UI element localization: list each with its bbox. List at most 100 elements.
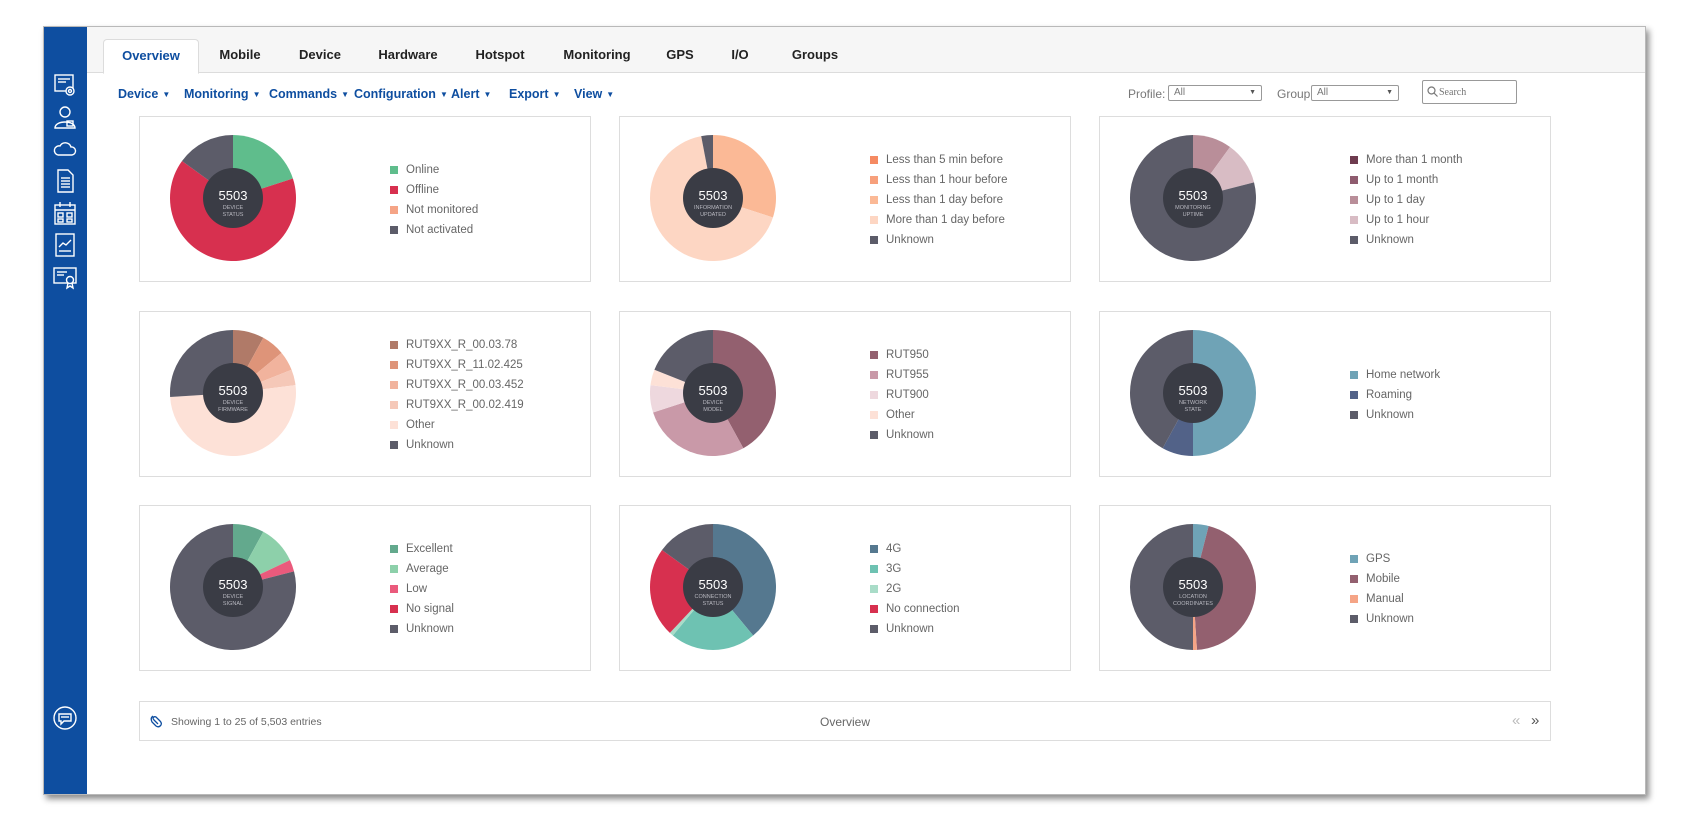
legend-item-unknown[interactable]: Unknown (390, 435, 524, 455)
menu-view[interactable]: View ▼ (574, 87, 614, 101)
legend-swatch (870, 196, 878, 204)
menu-monitoring[interactable]: Monitoring ▼ (184, 87, 261, 101)
caret-down-icon: ▼ (606, 90, 615, 99)
legend-item-3g[interactable]: 3G (870, 559, 960, 579)
legend-item-other[interactable]: Other (390, 415, 524, 435)
legend-item-excellent[interactable]: Excellent (390, 539, 454, 559)
legend-item-average[interactable]: Average (390, 559, 454, 579)
pie-title: STATE (1185, 407, 1202, 413)
chart-legend: Home network Roaming Unknown (1350, 365, 1440, 425)
menu-alert[interactable]: Alert ▼ (451, 87, 491, 101)
menu-commands[interactable]: Commands ▼ (269, 87, 349, 101)
pie-slice-mobile[interactable] (1193, 525, 1256, 650)
dashboard-settings-icon[interactable] (50, 70, 80, 100)
report-chart-icon[interactable] (50, 230, 80, 260)
legend-item-4g[interactable]: 4G (870, 539, 960, 559)
search-input[interactable] (1439, 84, 1513, 100)
menu-device[interactable]: Device ▼ (118, 87, 170, 101)
search-box[interactable] (1422, 80, 1517, 104)
legend-item-rut9xx-r-00-03-452[interactable]: RUT9XX_R_00.03.452 (390, 375, 524, 395)
legend-item-unknown[interactable]: Unknown (390, 619, 454, 639)
pie-center (203, 363, 263, 423)
legend-item-unknown[interactable]: Unknown (870, 230, 1007, 250)
legend-item-rut955[interactable]: RUT955 (870, 365, 934, 385)
legend-item-unknown[interactable]: Unknown (1350, 609, 1414, 629)
legend-label: GPS (1366, 553, 1391, 565)
pie-title: FIRMWARE (218, 407, 248, 413)
tab-device[interactable]: Device (299, 47, 341, 62)
dropdown-arrow-icon: ▼ (1386, 89, 1393, 96)
legend-item-less-than-1-hour-before[interactable]: Less than 1 hour before (870, 170, 1007, 190)
legend-label: RUT900 (886, 389, 929, 401)
pie-slice-no-connection[interactable] (650, 549, 713, 633)
menu-configuration[interactable]: Configuration ▼ (354, 87, 448, 101)
legend-item-less-than-5-min-before[interactable]: Less than 5 min before (870, 150, 1007, 170)
legend-item-less-than-1-day-before[interactable]: Less than 1 day before (870, 190, 1007, 210)
legend-swatch (390, 625, 398, 633)
legend-item-rut9xx-r-11-02-425[interactable]: RUT9XX_R_11.02.425 (390, 355, 524, 375)
certificate-icon[interactable] (50, 262, 80, 292)
legend-item-gps[interactable]: GPS (1350, 549, 1414, 569)
chat-icon[interactable] (50, 703, 80, 733)
legend-item-more-than-1-month[interactable]: More than 1 month (1350, 150, 1463, 170)
tab-gps[interactable]: GPS (666, 47, 694, 62)
legend-item-roaming[interactable]: Roaming (1350, 385, 1440, 405)
user-icon[interactable] (50, 102, 80, 132)
legend-item-no-connection[interactable]: No connection (870, 599, 960, 619)
tab-overview[interactable]: Overview (103, 39, 199, 74)
legend-item-more-than-1-day-before[interactable]: More than 1 day before (870, 210, 1007, 230)
legend-item-unknown[interactable]: Unknown (1350, 405, 1440, 425)
pie-slice-4g[interactable] (713, 524, 776, 636)
cloud-icon[interactable] (50, 134, 80, 164)
pie-slice-3g[interactable] (672, 587, 754, 650)
pie-slice-rut950[interactable] (713, 330, 776, 449)
calendar-icon[interactable] (50, 198, 80, 228)
group-select[interactable]: All ▼ (1311, 85, 1399, 101)
legend-item-up-to-1-day[interactable]: Up to 1 day (1350, 190, 1463, 210)
legend-item-no-signal[interactable]: No signal (390, 599, 454, 619)
legend-item-up-to-1-month[interactable]: Up to 1 month (1350, 170, 1463, 190)
paperclip-icon[interactable] (148, 713, 164, 729)
legend-item-online[interactable]: Online (390, 160, 478, 180)
pie-title: COORDINATES (1173, 601, 1213, 607)
pie-slice-home-network[interactable] (1193, 330, 1256, 456)
legend-item-unknown[interactable]: Unknown (870, 619, 960, 639)
legend-item-low[interactable]: Low (390, 579, 454, 599)
tab-mobile[interactable]: Mobile (219, 47, 261, 62)
chart-legend: RUT9XX_R_00.03.78 RUT9XX_R_11.02.425 RUT9X… (390, 335, 524, 455)
document-icon[interactable] (50, 166, 80, 196)
tab-groups[interactable]: Groups (791, 47, 839, 62)
profile-select[interactable]: All ▼ (1168, 85, 1262, 101)
legend-label: Unknown (1366, 613, 1414, 625)
next-page-button[interactable]: » (1531, 712, 1540, 729)
legend-item-not-activated[interactable]: Not activated (390, 220, 478, 240)
legend-swatch (1350, 371, 1358, 379)
profile-label: Profile: (1128, 87, 1166, 101)
tab-monitoring[interactable]: Monitoring (563, 47, 631, 62)
legend-item-unknown[interactable]: Unknown (1350, 230, 1463, 250)
legend-swatch (1350, 595, 1358, 603)
tab-hotspot[interactable]: Hotspot (475, 47, 525, 62)
legend-item-other[interactable]: Other (870, 405, 934, 425)
legend-item-mobile[interactable]: Mobile (1350, 569, 1414, 589)
legend-item-home-network[interactable]: Home network (1350, 365, 1440, 385)
tab-io[interactable]: I/O (731, 47, 749, 62)
legend-item-rut900[interactable]: RUT900 (870, 385, 934, 405)
legend-item-2g[interactable]: 2G (870, 579, 960, 599)
prev-page-button[interactable]: « (1512, 712, 1521, 729)
pie-center (683, 557, 743, 617)
legend-item-rut9xx-r-00-03-78[interactable]: RUT9XX_R_00.03.78 (390, 335, 524, 355)
tab-hardware[interactable]: Hardware (378, 47, 438, 62)
legend-item-offline[interactable]: Offline (390, 180, 478, 200)
pie-slice-unknown[interactable] (1130, 524, 1193, 650)
legend-item-manual[interactable]: Manual (1350, 589, 1414, 609)
legend-item-rut950[interactable]: RUT950 (870, 345, 934, 365)
legend-item-rut9xx-r-00-02-419[interactable]: RUT9XX_R_00.02.419 (390, 395, 524, 415)
legend-swatch (1350, 216, 1358, 224)
pie-slice-unknown[interactable] (1130, 330, 1193, 449)
legend-item-not-monitored[interactable]: Not monitored (390, 200, 478, 220)
legend-item-up-to-1-hour[interactable]: Up to 1 hour (1350, 210, 1463, 230)
menu-export[interactable]: Export ▼ (509, 87, 561, 101)
legend-swatch (1350, 236, 1358, 244)
legend-item-unknown[interactable]: Unknown (870, 425, 934, 445)
